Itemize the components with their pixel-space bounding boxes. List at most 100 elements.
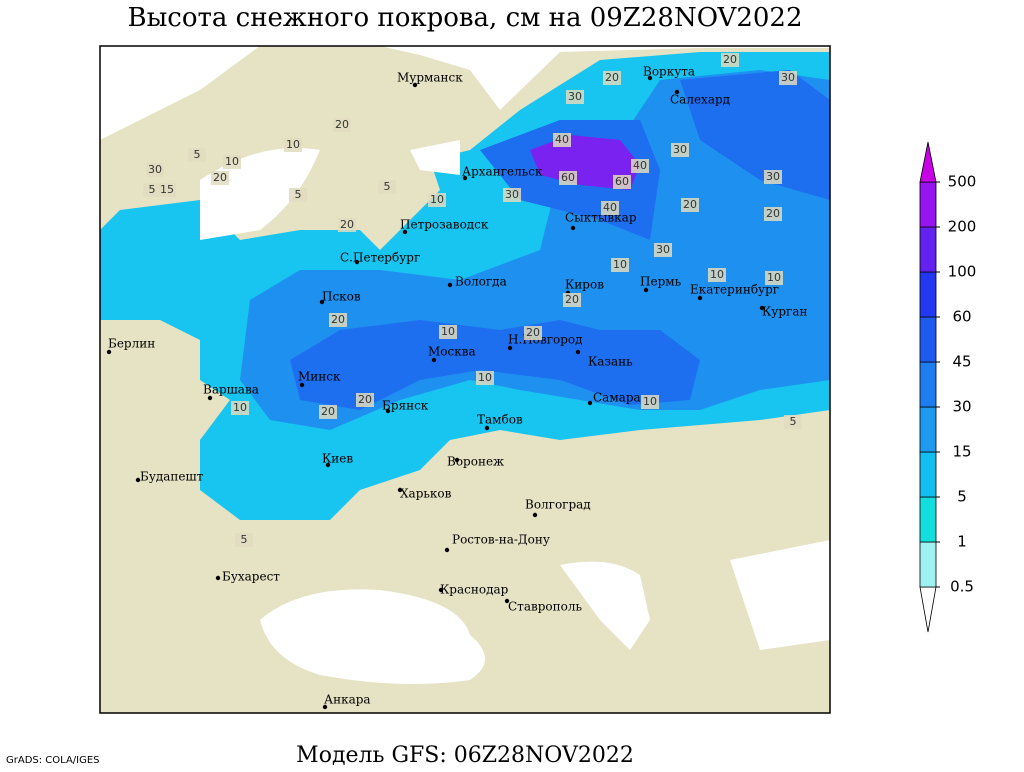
contour-label: 20: [358, 393, 372, 406]
contour-label-bg: [146, 163, 164, 177]
contour-label-bg: [603, 71, 621, 85]
contour-label-bg: [654, 243, 672, 257]
city-label: Киев: [322, 452, 353, 466]
colorbar-label: 0.5: [950, 578, 974, 596]
city-label: Анкара: [324, 693, 371, 707]
city-dot: [575, 349, 581, 355]
contour-label: 30: [505, 188, 519, 201]
city-dot: [643, 287, 649, 293]
city-label: Ставрополь: [508, 600, 582, 614]
contour-label-bg: [671, 143, 689, 157]
city-dot: [402, 229, 408, 235]
baltic-white-sea: [200, 140, 460, 240]
contour-label-bg: [158, 183, 176, 197]
contour-label-bg: [319, 405, 337, 419]
city-dot: [412, 82, 418, 88]
contour-label: 20: [683, 198, 697, 211]
colorbar-label: 500: [948, 173, 977, 191]
contour-label-bg: [524, 326, 542, 340]
contour-label-bg: [765, 271, 783, 285]
footer: Модель GFS: 06Z28NOV2022: [296, 743, 634, 768]
contour-label-bg: [338, 218, 356, 232]
contour-label: 60: [561, 171, 575, 184]
colorbar-segment: [919, 316, 937, 363]
city-label: Псков: [322, 290, 361, 304]
contour-label: 30: [673, 143, 687, 156]
contour-label: 20: [605, 71, 619, 84]
colorbar-segment: [919, 496, 937, 543]
contour-label: 10: [286, 138, 300, 151]
contour-label-bg: [631, 159, 649, 173]
contour-label: 5: [241, 533, 248, 546]
contour-label-bg: [211, 171, 229, 185]
contour-label-bg: [188, 148, 206, 162]
contour-label: 30: [568, 90, 582, 103]
city-label: Самара: [593, 391, 641, 405]
city-dot: [507, 345, 513, 351]
contour-label: 10: [233, 401, 247, 414]
contour-label: 40: [603, 201, 617, 214]
colorbar-segment: [919, 541, 937, 588]
contour-label-bg: [708, 268, 726, 282]
contour-label-bg: [566, 90, 584, 104]
contour-label-bg: [559, 171, 577, 185]
contour-labels: 30 5 15 20 10 5 10 20 5 5 10 20 30 30 20 40 60 60 40 40 30 20…: [143, 53, 802, 547]
contour-label-bg: [378, 180, 396, 194]
contour-label: 20: [723, 53, 737, 66]
contour-label: 20: [331, 313, 345, 326]
colorbar-segment: [919, 451, 937, 498]
credit: GrADS: COLA/IGES: [6, 755, 100, 766]
contour-label: 60: [615, 175, 629, 188]
contour-label-bg: [721, 53, 739, 67]
colorbar-segment: [919, 141, 937, 183]
contour-label: 10: [767, 271, 781, 284]
contour-label: 20: [335, 118, 349, 131]
contour-label-bg: [439, 325, 457, 339]
contour-label-bg: [223, 155, 241, 169]
city-label: Н.Новгород: [508, 333, 583, 347]
city-label: Брянск: [382, 399, 429, 413]
contour-label-bg: [779, 71, 797, 85]
cities: Мурманск Воркута Салехард Архангельск Сыктыв…: [106, 65, 807, 710]
contour-label-bg: [563, 293, 581, 307]
city-dot: [587, 400, 593, 406]
contour-label: 30: [766, 170, 780, 183]
contour-label-bg: [329, 313, 347, 327]
contour-label-bg: [764, 170, 782, 184]
contour-label-bg: [284, 138, 302, 152]
colorbar-label: 30: [952, 398, 971, 416]
colorbar-label: 100: [948, 263, 977, 281]
city-dot: [504, 598, 510, 604]
contour-label-bg: [333, 118, 351, 132]
contour-label: 10: [225, 155, 239, 168]
city-dot: [431, 357, 437, 363]
city-label: Вологда: [455, 275, 507, 289]
contour-label: 30: [148, 163, 162, 176]
contour-label: 5: [149, 183, 156, 196]
city-label: Петрозаводск: [400, 218, 489, 232]
city-label: Будапешт: [140, 470, 204, 484]
city-label: Бухарест: [222, 570, 280, 584]
city-label: Курган: [762, 305, 807, 319]
contour-label: 10: [430, 193, 444, 206]
city-label: Тамбов: [477, 413, 523, 427]
city-dot: [647, 75, 653, 81]
black-sea: [260, 589, 485, 684]
contour-label: 5: [194, 148, 201, 161]
contour-label: 30: [781, 71, 795, 84]
city-dot: [354, 259, 360, 265]
contour-label: 40: [633, 159, 647, 172]
map: Мурманск Воркута Салехард Архангельск Сыктыв…: [99, 45, 831, 714]
snow-deep: [290, 70, 830, 410]
city-label: Архангельск: [462, 165, 543, 179]
contour-label: 5: [384, 180, 391, 193]
city-dot: [207, 395, 213, 401]
contour-label-bg: [613, 175, 631, 189]
contour-label-bg: [231, 401, 249, 415]
city-dot: [570, 225, 576, 231]
arctic-sea: [100, 46, 830, 140]
city-dot: [135, 477, 141, 483]
city-label: Екатеринбург: [690, 283, 779, 297]
contour-label: 10: [478, 371, 492, 384]
